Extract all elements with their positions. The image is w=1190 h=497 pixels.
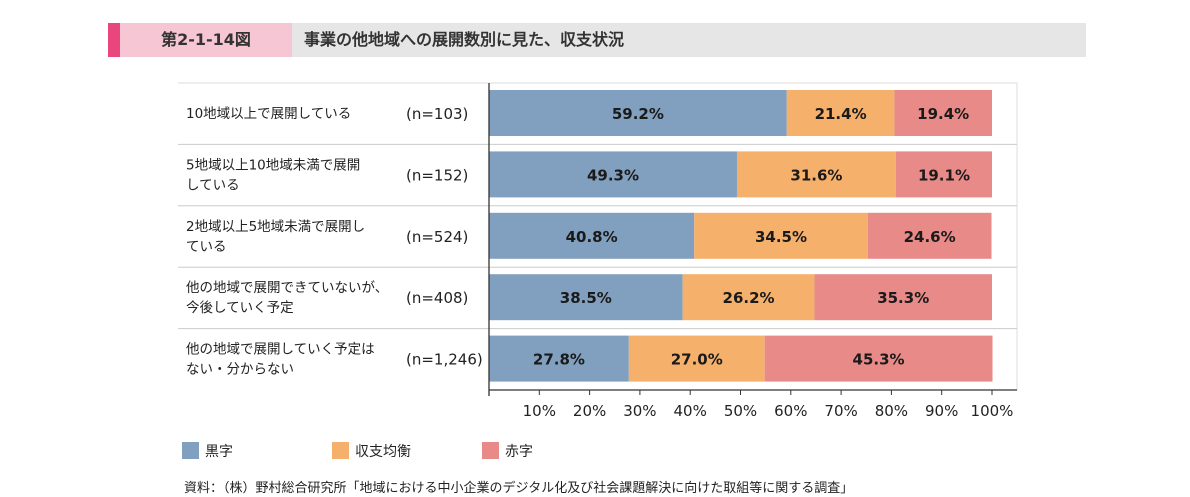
category-label: 2地域以上5地域未満で展開している [186,219,365,255]
header-accent-bar [108,23,120,57]
bar-segment-black-ink [489,335,629,382]
data-label: 59.2% [612,105,664,123]
bar-segment-red-ink [895,151,992,198]
sample-size-label: (n=103) [406,105,468,123]
category-label: 10地域以上で展開している [186,106,351,122]
x-tick-label: 10% [523,402,556,420]
x-tick-label: 50% [724,402,757,420]
data-label: 34.5% [755,228,807,246]
bar-segment-red-ink [814,274,992,321]
legend-label-break-even: 収支均衡 [355,444,411,460]
data-label: 35.3% [877,289,929,307]
legend-item-black-ink: 黒字 [182,442,233,460]
bar-segment-break-even [694,212,868,259]
bar-segment-red-ink [764,335,993,382]
legend-swatch-red-ink [482,442,499,459]
data-label: 45.3% [853,351,905,369]
sample-size-label: (n=524) [406,228,468,246]
data-label: 21.4% [815,105,867,123]
figure-number: 第2-1-14図 [120,23,292,57]
x-tick-label: 60% [774,402,807,420]
x-tick-label: 100% [971,402,1014,420]
x-tick-label: 70% [824,402,857,420]
bar-segment-black-ink [489,90,787,136]
bar-segment-break-even [682,274,815,321]
legend-swatch-break-even [332,442,349,459]
data-label: 19.1% [918,166,970,184]
data-label: 19.4% [917,105,969,123]
x-tick-label: 20% [573,402,606,420]
figure-header: 第2-1-14図 事業の他地域への展開数別に見た、収支状況 [108,23,1086,57]
legend-swatch-black-ink [182,442,199,459]
bar-segment-break-even [786,90,895,136]
data-label: 24.6% [904,228,956,246]
data-label: 31.6% [790,166,842,184]
sample-size-label: (n=152) [406,166,468,184]
bar-segment-break-even [628,335,765,382]
bar-segment-black-ink [489,212,695,259]
bar-segment-black-ink [489,151,737,198]
data-label: 26.2% [723,289,775,307]
bar-segment-black-ink [489,274,683,321]
bar-segment-break-even [736,151,896,198]
data-label: 49.3% [587,166,639,184]
legend-item-break-even: 収支均衡 [332,442,411,460]
sample-size-label: (n=1,246) [406,351,483,369]
data-label: 40.8% [566,228,618,246]
legend-item-red-ink: 赤字 [482,442,533,460]
x-tick-label: 90% [925,402,958,420]
data-label: 27.0% [671,351,723,369]
category-label: 5地域以上10地域未満で展開している [186,157,360,193]
legend-label-red-ink: 赤字 [505,444,533,460]
data-label: 27.8% [533,351,585,369]
legend-label-black-ink: 黒字 [205,444,233,460]
sample-size-label: (n=408) [406,289,468,307]
x-tick-label: 30% [623,402,656,420]
data-label: 38.5% [560,289,612,307]
bar-segment-red-ink [867,212,992,259]
x-tick-label: 40% [674,402,707,420]
figure-title: 事業の他地域への展開数別に見た、収支状況 [304,30,625,49]
source-note: 資料：（株）野村総合研究所「地域における中小企業のデジタル化及び社会課題解決に向… [184,481,854,496]
stacked-bar-chart: 10地域以上で展開している (n=103) 59.2% 21.4% 19.4% 5地域以上… [178,82,1018,420]
category-label: 他の地域で展開できていないが、今後していく予定 [186,280,388,316]
x-tick-label: 80% [875,402,908,420]
category-label: 他の地域で展開していく予定はない・分からない [186,342,375,378]
bar-segment-red-ink [894,90,992,136]
